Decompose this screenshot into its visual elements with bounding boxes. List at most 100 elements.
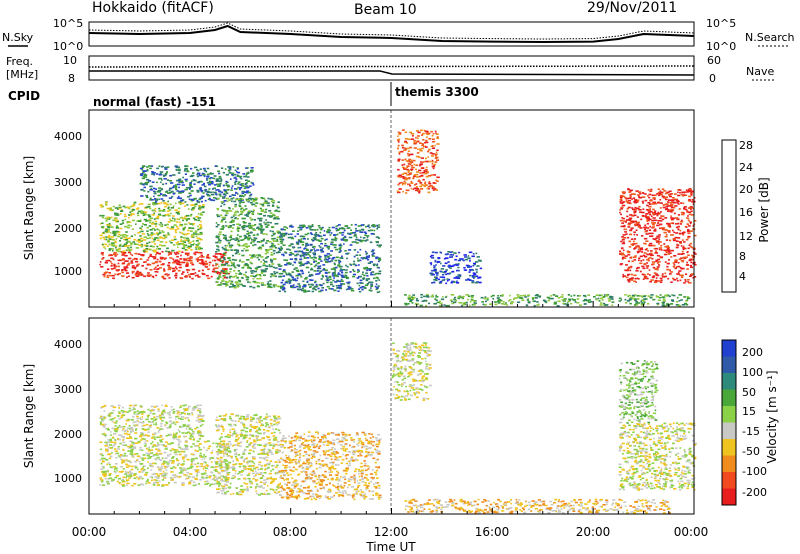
power-cell [138,220,142,222]
power-cell [639,262,643,265]
power-cell [213,191,217,194]
power-cell [272,266,275,269]
power-cell [693,276,697,278]
power-cell [263,269,267,272]
velocity-cell [163,445,168,447]
power-cell [153,238,157,241]
power-cell [687,207,690,209]
power-cell [289,258,293,260]
power-cell [232,208,234,210]
power-cell [370,250,374,253]
power-cell [116,273,120,276]
power-cell [497,302,501,304]
power-cell [692,277,695,279]
freq-label-line1: Freq. [6,55,33,68]
power-cell [137,272,139,274]
power-cell [110,268,114,270]
power-cell [204,199,207,202]
power-cell [172,205,175,207]
power-cell [628,197,632,200]
power-cell [296,230,300,232]
power-cell [135,247,140,249]
power-cell [289,249,292,251]
power-cell [107,240,111,243]
power-cell [110,236,114,238]
power-cell [658,264,661,266]
power-cell [276,205,279,207]
power-cell [587,294,590,296]
power-cell [305,242,309,245]
power-cell [172,267,176,270]
power-cell [174,184,178,186]
power-cell [376,244,379,246]
power-cell [133,203,136,205]
power-cell [174,253,178,255]
power-cell [359,240,363,243]
power-cell [215,263,219,266]
power-cell [415,176,419,178]
power-cell [188,198,191,201]
power-cell [449,256,451,258]
power-cell [314,281,317,284]
velocity-cell [207,440,210,442]
power-cell [280,272,284,275]
power-cell [315,283,318,286]
power-cell [204,170,207,172]
power-cell [166,179,170,181]
power-cell [675,301,678,303]
power-cell [646,222,650,225]
power-cell [230,198,234,200]
power-cell [357,225,360,227]
power-cell [136,240,138,242]
power-cell [403,180,406,183]
power-cell [358,270,360,273]
power-cell [457,259,462,262]
power-cell [425,141,429,144]
power-cell [112,232,115,234]
power-cell [635,190,639,192]
power-cell [659,277,663,280]
power-cell [170,241,173,244]
velocity-cell [130,472,133,474]
power-cell [149,189,153,191]
power-cell [657,194,661,197]
power-cell [320,260,323,262]
power-cell [160,181,162,184]
power-cell [254,197,258,200]
power-cell [180,199,184,202]
power-cell [678,241,682,243]
velocity-cell [164,446,168,448]
velocity-cell [100,479,104,481]
power-cell [370,281,374,284]
power-cell [195,235,198,238]
power-cell [231,219,235,221]
power-cell [656,224,660,227]
power-cell [157,190,161,193]
power-cell [102,236,106,239]
power-cell [280,242,283,245]
power-cell [584,303,587,305]
power-cell [177,183,181,186]
power-cell [645,213,649,215]
power-cell [312,237,317,239]
power-cell [421,167,425,169]
power-cell [154,199,158,202]
velocity-cell [208,445,212,448]
power-cell [177,168,181,171]
power-cell [310,225,314,228]
power-cell [259,248,263,250]
power-cell [146,274,149,276]
power-cell [196,245,199,248]
power-cell [354,223,357,226]
power-cell [293,261,296,263]
velocity-cell [158,469,161,472]
power-cell [129,249,132,251]
power-cell [179,180,184,182]
velocity-cell [102,459,104,462]
power-cell [197,243,200,245]
power-cell [260,270,265,273]
power-cell [269,275,272,278]
power-cell [273,199,276,202]
power-cell [281,247,283,250]
power-cell [641,296,644,298]
